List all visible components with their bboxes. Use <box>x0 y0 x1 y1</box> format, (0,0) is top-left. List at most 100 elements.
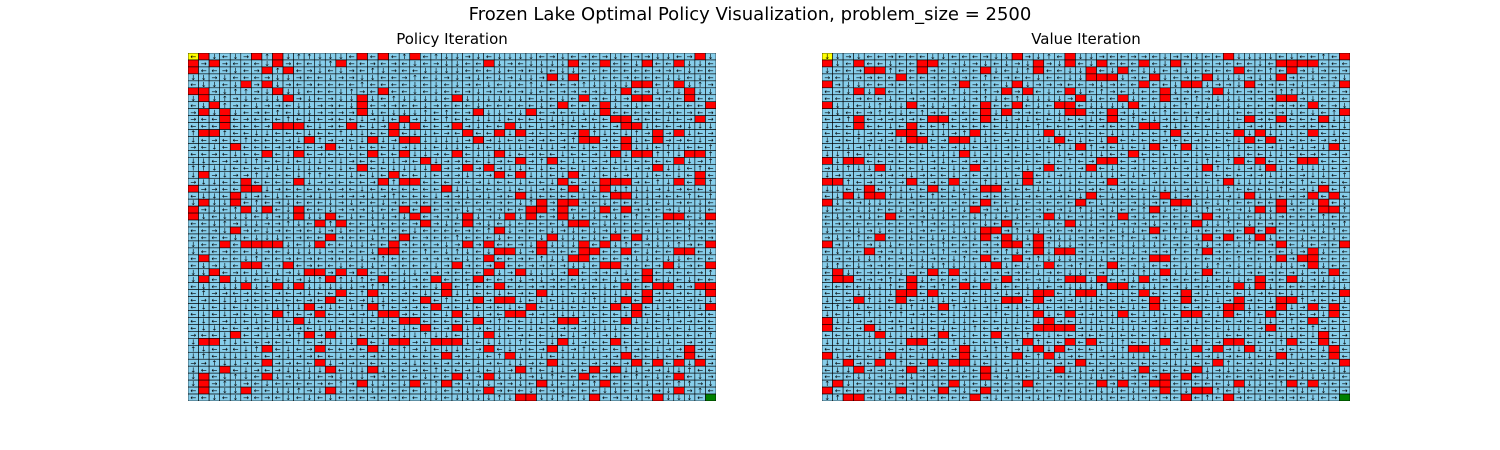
hole-cell <box>504 351 516 360</box>
hole-cell <box>1307 59 1319 68</box>
hole-cell <box>356 108 368 116</box>
hole-cell <box>282 261 294 270</box>
hole-cell <box>229 191 242 200</box>
policy-arrow: ← <box>349 53 355 61</box>
policy-arrow: ↑ <box>497 394 503 401</box>
policy-arrow: ↓ <box>497 60 503 68</box>
policy-arrow: → <box>402 74 408 82</box>
hole-cell <box>388 129 400 137</box>
policy-arrow: ↓ <box>433 67 439 75</box>
hole-cell <box>219 122 231 130</box>
policy-arrow: ↓ <box>666 53 672 61</box>
policy-arrow: ↓ <box>359 74 365 82</box>
hole-cell <box>662 261 675 270</box>
hole-cell <box>853 59 865 68</box>
policy-arrow: ↓ <box>528 74 534 82</box>
hole-cell <box>293 150 305 158</box>
policy-arrow: ← <box>402 394 408 401</box>
hole-cell <box>578 129 590 137</box>
policy-arrow: ↓ <box>233 81 239 89</box>
policy-arrow: ← <box>676 67 682 75</box>
hole-cell <box>441 184 453 193</box>
policy-arrow: → <box>465 74 471 82</box>
hole-cell <box>567 171 580 179</box>
hole-cell <box>620 296 632 304</box>
policy-arrow: ↓ <box>697 74 703 82</box>
hole-cell <box>335 219 347 228</box>
policy-arrow: ↑ <box>412 74 418 82</box>
policy-arrow: ← <box>549 81 555 89</box>
policy-arrow: → <box>254 81 260 89</box>
policy-arrow: ← <box>328 67 334 75</box>
hole-cell <box>631 303 643 311</box>
hole-cell <box>620 143 632 151</box>
policy-arrow: ← <box>423 74 429 82</box>
hole-cell <box>451 261 463 270</box>
hole-cell <box>694 177 706 186</box>
hole-cell <box>198 108 210 116</box>
policy-arrow: → <box>264 74 270 82</box>
policy-arrow: ← <box>634 74 640 82</box>
hole-cell <box>188 87 199 96</box>
policy-arrow: → <box>634 53 640 61</box>
policy-arrow: ↑ <box>296 53 302 61</box>
policy-arrow: ↓ <box>317 67 323 75</box>
policy-arrow: ← <box>528 67 534 75</box>
hole-cell <box>557 198 569 207</box>
hole-cell <box>1085 73 1097 82</box>
hole-cell <box>367 365 379 374</box>
policy-arrow: ↓ <box>233 53 239 61</box>
hole-cell <box>240 80 252 89</box>
policy-arrow: ↓ <box>539 81 545 89</box>
hole-cell <box>493 261 506 270</box>
policy-arrow: ↓ <box>560 60 566 68</box>
policy-arrow: ↓ <box>433 74 439 82</box>
policy-arrow: ← <box>518 81 524 89</box>
policy-arrow: → <box>349 74 355 82</box>
hole-cell <box>462 240 474 249</box>
hole-cell <box>1064 53 1076 61</box>
policy-arrow: ← <box>233 60 239 68</box>
hole-cell <box>1011 53 1023 61</box>
policy-arrow: ← <box>676 53 682 61</box>
hole-cell <box>472 275 484 283</box>
hole-cell <box>578 247 590 256</box>
policy-arrow: ↑ <box>328 60 334 68</box>
hole-cell <box>588 365 601 374</box>
policy-arrow: ↓ <box>412 60 418 68</box>
policy-arrow: ↓ <box>528 53 534 61</box>
policy-arrow: ← <box>243 60 249 68</box>
hole-cell <box>377 247 389 256</box>
policy-arrow: ↓ <box>211 394 217 401</box>
policy-arrow: ↓ <box>444 53 450 61</box>
hole-cell <box>229 226 242 235</box>
policy-arrow: ↓ <box>380 67 386 75</box>
policy-arrow: ↓ <box>201 74 207 82</box>
policy-arrow: ← <box>581 60 587 68</box>
policy-arrow: ↓ <box>233 67 239 75</box>
policy-arrow: ↓ <box>264 60 270 68</box>
hole-cell <box>515 191 527 200</box>
hole-cell <box>694 358 706 367</box>
hole-cell <box>219 115 231 123</box>
policy-arrow: ← <box>317 81 323 89</box>
hole-cell <box>652 358 664 367</box>
policy-arrow: → <box>465 81 471 89</box>
policy-arrow: ↓ <box>497 74 503 82</box>
policy-arrow: ← <box>708 74 714 82</box>
hole-cell <box>599 101 611 109</box>
hole-cell <box>483 254 495 263</box>
hole-cell <box>1064 59 1076 68</box>
hole-cell <box>536 240 548 249</box>
hole-cell <box>620 136 632 144</box>
policy-arrow: ↓ <box>328 74 334 82</box>
hole-cell <box>610 261 622 270</box>
policy-arrow: → <box>222 60 228 68</box>
policy-arrow: ↓ <box>687 67 693 75</box>
policy-arrow: ← <box>655 60 661 68</box>
policy-arrow: ← <box>254 74 260 82</box>
hole-cell <box>240 282 252 290</box>
hole-cell <box>620 317 632 325</box>
policy-arrow: ← <box>444 81 450 89</box>
hole-cell <box>314 345 326 353</box>
